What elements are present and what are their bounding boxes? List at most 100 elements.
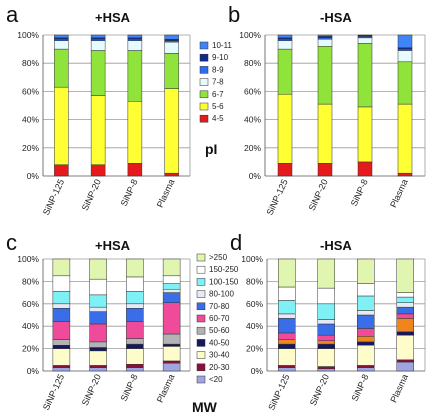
- bar-segment-d-3-0: [396, 361, 414, 372]
- y-tick-label-a-2: 40%: [22, 115, 39, 125]
- y-tick-label-d-5: 100%: [241, 254, 263, 264]
- bar-segment-b-2-2: [357, 43, 373, 108]
- bar-segment-a-0-6: [54, 34, 69, 39]
- bar-segment-b-3-6: [397, 34, 413, 48]
- legend-swatch-a-4: [199, 90, 209, 99]
- bar-segment-a-1-2: [90, 50, 106, 96]
- bar-segment-c-2-5: [126, 321, 144, 339]
- bar-segment-c-1-10: [89, 258, 107, 280]
- bar-segment-a-1-0: [90, 164, 106, 177]
- bar-segment-d-0-0: [278, 367, 296, 372]
- bar-segment-d-0-10: [278, 258, 296, 288]
- legend-swatch-a-1: [199, 53, 209, 62]
- bar-segment-d-2-2: [357, 344, 375, 366]
- legend-label-c-2: 100-150: [209, 277, 239, 286]
- bar-segment-c-0-1: [52, 365, 71, 368]
- category-label-d-2: SiNP-8: [349, 373, 370, 403]
- bar-segment-d-0-9: [278, 286, 296, 301]
- y-tick-label-c-2: 40%: [22, 321, 39, 331]
- bar-segment-b-0-2: [277, 48, 293, 95]
- y-tick-label-c-3: 60%: [22, 299, 39, 309]
- y-tick-label-b-4: 80%: [244, 58, 261, 68]
- legend-label-c-1: 150-250: [209, 265, 239, 274]
- legend-swatch-a-0: [199, 41, 209, 50]
- bar-segment-d-1-3: [317, 343, 335, 349]
- bar-segment-b-2-0: [357, 161, 373, 177]
- y-tick-label-c-0: 0%: [27, 366, 40, 376]
- legend-swatch-c-4: [196, 302, 206, 311]
- bar-segment-d-2-4: [357, 336, 375, 343]
- y-tick-label-c-4: 80%: [22, 276, 39, 286]
- bar-segment-a-0-3: [54, 40, 69, 50]
- bar-segment-a-3-2: [164, 53, 179, 89]
- bar-segment-b-2-3: [357, 37, 373, 44]
- legend-swatch-c-7: [196, 339, 206, 347]
- bar-segment-c-1-7: [89, 306, 107, 312]
- panel-letter-a: a: [6, 2, 19, 27]
- bar-segment-c-0-5: [52, 321, 71, 340]
- legend-swatch-a-5: [199, 102, 209, 111]
- bar-segment-d-3-2: [396, 334, 414, 361]
- legend-title-mw: MW: [192, 399, 218, 415]
- y-tick-label-c-1: 20%: [22, 344, 39, 354]
- bar-segment-d-1-6: [317, 323, 335, 336]
- bar-segment-b-1-0: [317, 163, 333, 177]
- bar-segment-c-3-7: [162, 288, 181, 293]
- bar-segment-c-1-5: [89, 323, 107, 343]
- legend-label-c-3: 80-100: [209, 290, 234, 299]
- legend-swatch-c-1: [196, 265, 206, 274]
- panel-d-title: -HSA: [320, 238, 352, 253]
- bar-segment-b-0-0: [277, 163, 293, 177]
- legend-swatch-c-3: [196, 290, 206, 298]
- bar-segment-c-0-4: [52, 339, 71, 346]
- category-label-c-3: Plasma: [155, 373, 177, 404]
- bar-segment-d-0-7: [278, 313, 296, 319]
- bar-segment-a-1-6: [90, 34, 106, 39]
- bar-segment-d-1-1: [317, 366, 335, 370]
- y-tick-label-a-0: 0%: [27, 171, 40, 181]
- bar-segment-c-2-8: [126, 291, 144, 305]
- bar-segment-d-1-4: [317, 340, 335, 345]
- bar-segment-c-3-4: [162, 333, 181, 345]
- bar-segment-a-1-3: [90, 40, 106, 51]
- bar-segment-c-1-3: [89, 347, 107, 352]
- category-label-c-1: SiNP-20: [80, 373, 103, 408]
- bar-segment-d-3-3: [396, 331, 414, 336]
- bar-segment-a-0-2: [54, 48, 69, 88]
- bar-segment-d-0-8: [278, 300, 296, 315]
- legend-label-a-5: 5-6: [212, 102, 224, 111]
- y-tick-label-d-0: 0%: [251, 366, 264, 376]
- bar-segment-d-1-8: [317, 303, 335, 320]
- legend-label-c-7: 40-50: [209, 338, 230, 347]
- legend-swatch-a-3: [199, 78, 209, 86]
- bar-segment-d-0-1: [278, 365, 296, 368]
- panel-a: 0% 20% 40% 60% 80% 100% SiNP-125 SiNP-20 SiNP-8 P…: [17, 30, 232, 217]
- legend-swatch-c-6: [196, 326, 206, 335]
- bar-segment-d-2-1: [357, 365, 375, 368]
- bar-segment-d-2-5: [357, 328, 375, 337]
- category-label-a-2: SiNP-8: [119, 178, 140, 208]
- bar-segment-d-3-8: [396, 296, 414, 303]
- panel-c: 0% 20% 40% 60% 80% 100% SiNP-125 SiNP-20 SiNP-8 P…: [17, 253, 239, 412]
- panel-d: 0% 20% 40% 60% 80% 100% SiNP-125 SiNP-20 SiNP-8 P…: [241, 254, 426, 412]
- bar-segment-c-0-7: [52, 303, 71, 309]
- bar-segment-d-3-9: [396, 292, 414, 298]
- panel-b: 0% 20% 40% 60% 80% 100% SiNP-125 SiNP-20 SiNP-8 P…: [239, 30, 426, 217]
- bar-segment-c-3-10: [162, 258, 181, 277]
- category-label-b-1: SiNP-20: [307, 178, 330, 213]
- legend-swatch-c-9: [196, 363, 206, 372]
- legend-label-c-0: >250: [209, 253, 228, 262]
- bar-segment-b-1-6: [317, 34, 333, 37]
- bar-segment-d-3-6: [396, 306, 414, 315]
- category-label-c-2: SiNP-8: [119, 373, 140, 403]
- legend-swatch-c-5: [196, 314, 206, 323]
- bar-segment-a-2-0: [127, 163, 143, 177]
- bar-segment-d-1-5: [317, 334, 335, 342]
- bar-segment-d-2-7: [357, 310, 375, 316]
- bar-segment-a-3-3: [164, 41, 179, 54]
- legend-label-c-9: 20-30: [209, 363, 230, 372]
- bar-segment-c-0-10: [52, 258, 71, 277]
- bar-segment-c-0-0: [52, 367, 71, 372]
- category-label-b-0: SiNP-125: [264, 178, 289, 217]
